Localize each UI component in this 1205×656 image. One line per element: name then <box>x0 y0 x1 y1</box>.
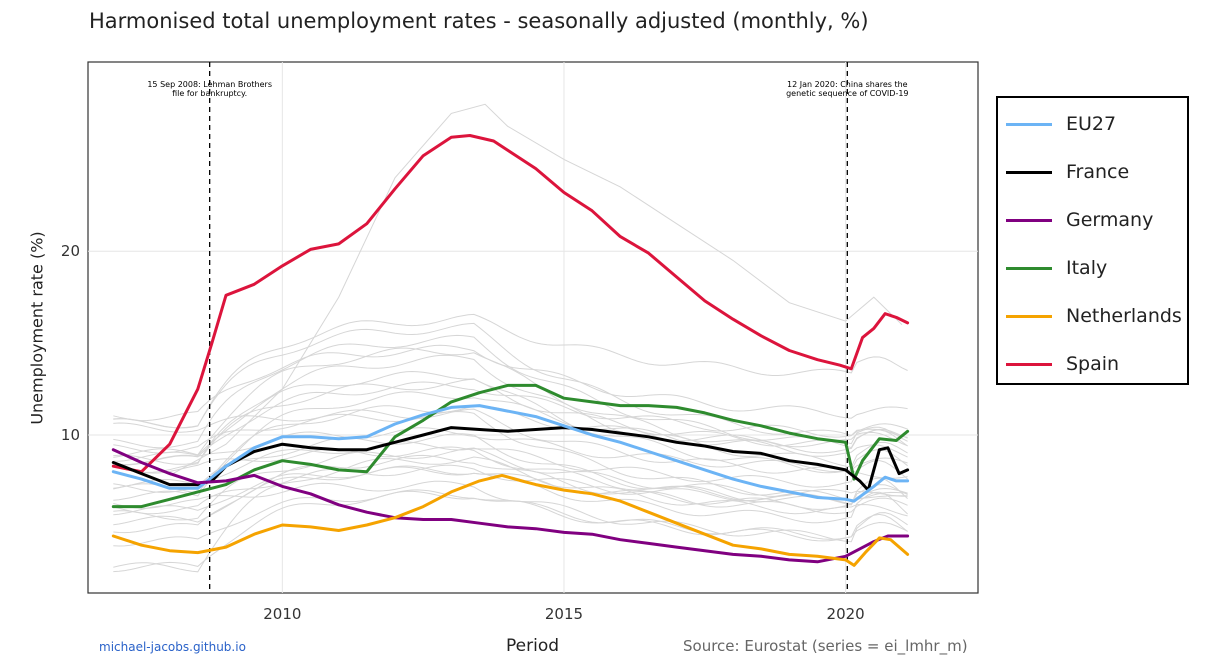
background-series-line <box>113 408 908 479</box>
legend-item-spain[interactable]: Spain <box>1006 351 1119 377</box>
grid-layer <box>88 62 978 593</box>
x-tick-label: 2015 <box>545 605 583 623</box>
legend-label: France <box>1066 161 1130 183</box>
legend-item-france[interactable]: France <box>1006 159 1129 185</box>
legend-label: Germany <box>1066 209 1154 231</box>
background-series-line <box>113 347 908 458</box>
legend-label: Netherlands <box>1066 305 1182 327</box>
background-series-line <box>113 454 908 534</box>
legend-item-eu27[interactable]: EU27 <box>1006 111 1116 137</box>
legend: EU27 France Germany Italy Netherlands Spain <box>996 96 1189 385</box>
background-series-line <box>169 103 903 476</box>
event-annotation: genetic sequence of COVID-19 <box>786 89 908 98</box>
x-axis-label: Period <box>506 636 560 656</box>
background-series-line <box>113 490 908 573</box>
legend-swatch <box>1006 122 1052 126</box>
series-line-netherlands <box>111 473 910 567</box>
series-line-germany <box>111 448 910 564</box>
series-line-spain <box>111 134 910 474</box>
background-series-line <box>113 427 908 473</box>
background-series-line <box>113 391 908 501</box>
source-note: Source: Eurostat (series = ei_lmhr_m) <box>683 637 968 655</box>
legend-item-netherlands[interactable]: Netherlands <box>1006 303 1182 329</box>
y-axis-label: Unemployment rate (%) <box>27 231 47 425</box>
event-annotation: 12 Jan 2020: China shares the <box>787 80 908 89</box>
highlighted-series-layer <box>111 134 910 567</box>
background-series-line <box>113 446 908 506</box>
legend-label: EU27 <box>1066 113 1117 135</box>
legend-swatch <box>1006 314 1052 318</box>
background-series-line <box>113 322 908 438</box>
legend-swatch <box>1006 170 1052 174</box>
site-link[interactable]: michael-jacobs.github.io <box>99 640 246 654</box>
series-line-eu27 <box>111 404 910 503</box>
background-series-line <box>113 410 908 501</box>
legend-swatch <box>1006 266 1052 270</box>
series-line-france <box>111 426 910 492</box>
y-tick-label: 20 <box>61 242 80 260</box>
chart-title: Harmonised total unemployment rates - se… <box>89 9 869 33</box>
legend-item-germany[interactable]: Germany <box>1006 207 1153 233</box>
legend-label: Italy <box>1066 257 1108 279</box>
x-tick-label: 2020 <box>827 605 865 623</box>
background-series-line <box>113 441 908 489</box>
x-tick-label: 2010 <box>263 605 301 623</box>
event-annotation: 15 Sep 2008: Lehman Brothers <box>147 80 272 89</box>
legend-swatch <box>1006 218 1052 222</box>
legend-swatch <box>1006 362 1052 366</box>
background-series-line <box>113 313 908 429</box>
background-series-line <box>113 465 908 516</box>
tick-labels-layer: 2010 2015 2020 10 20 <box>61 242 865 623</box>
legend-label: Spain <box>1066 353 1120 375</box>
background-series-line <box>113 344 908 422</box>
legend-item-italy[interactable]: Italy <box>1006 255 1107 281</box>
event-annotation: file for bankruptcy. <box>172 89 247 98</box>
y-tick-label: 10 <box>61 426 80 444</box>
series-line-italy <box>111 383 910 509</box>
